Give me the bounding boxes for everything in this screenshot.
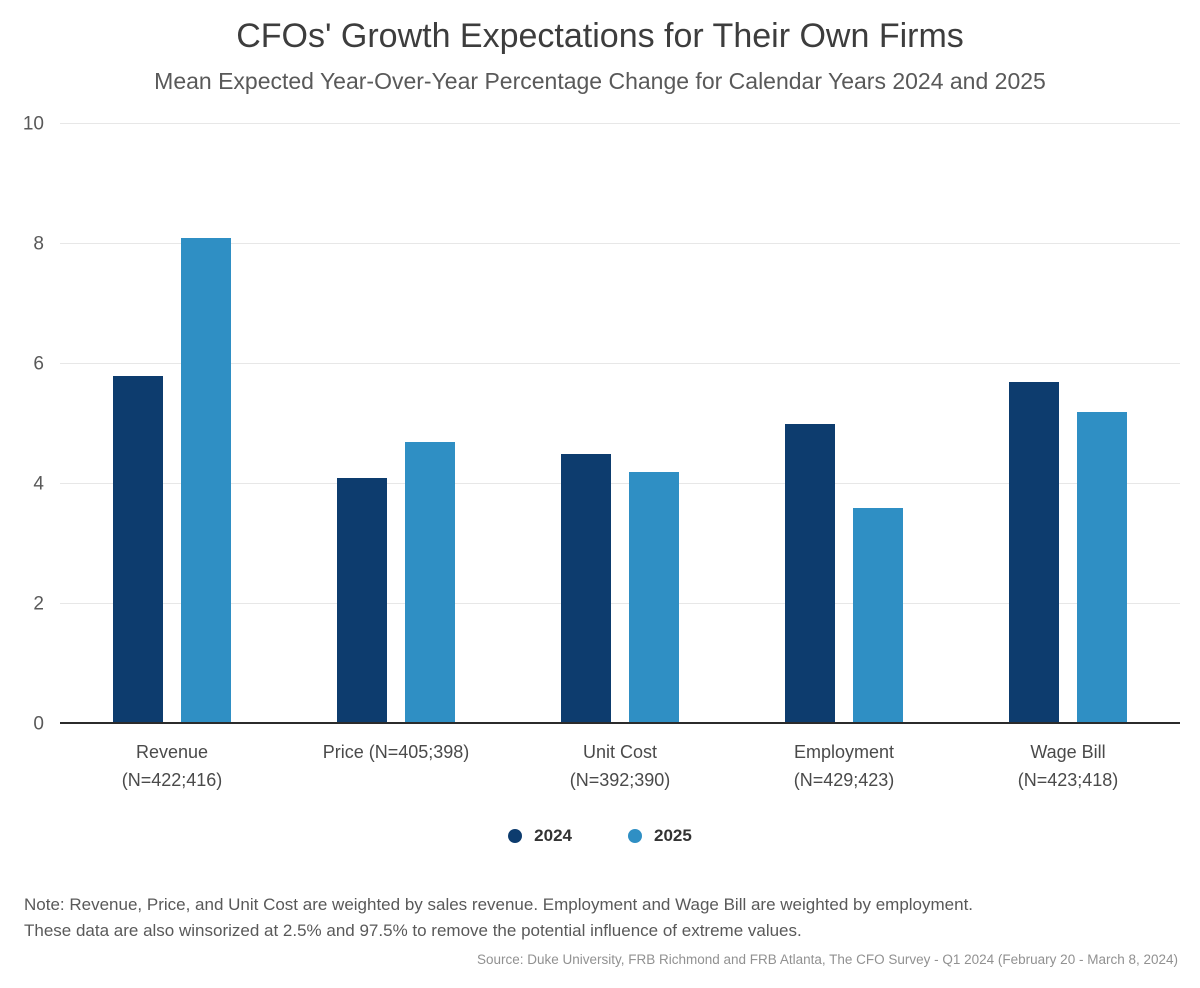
bar-2025-category-3 (853, 508, 903, 724)
note-line-1: Note: Revenue, Price, and Unit Cost are … (24, 895, 974, 914)
x-axis-label-line: Wage Bill (1030, 742, 1106, 762)
gridline-6 (60, 363, 1180, 364)
gridline-10 (60, 123, 1180, 124)
y-tick-label-8: 8 (33, 233, 44, 255)
legend-label-2024: 2024 (534, 826, 572, 845)
x-axis-label-4: Wage Bill (N=423;418) (956, 738, 1180, 794)
bar-group-4 (956, 124, 1180, 724)
x-axis-label-0: Revenue (N=422;416) (60, 738, 284, 794)
x-axis-label-line: (N=422;416) (121, 770, 223, 790)
y-tick-label-4: 4 (33, 473, 44, 495)
bar-2024-category-0 (113, 376, 163, 724)
y-tick-label-0: 0 (33, 713, 44, 735)
bar-group-2 (508, 124, 732, 724)
x-axis-label-2: Unit Cost (N=392;390) (508, 738, 732, 794)
x-axis-labels: Revenue (N=422;416) Price (N=405;398) Unit … (60, 738, 1180, 794)
x-axis-baseline (60, 722, 1180, 724)
x-axis-label-3: Employment (N=429;423) (732, 738, 956, 794)
y-tick-label-10: 10 (22, 113, 44, 135)
bar-group-1 (284, 124, 508, 724)
y-tick-label-2: 2 (33, 593, 44, 615)
x-axis-label-line: (N=429;423) (793, 770, 895, 790)
bar-group-0 (60, 124, 284, 724)
x-axis-label-1: Price (N=405;398) (284, 738, 508, 794)
gridline-4 (60, 483, 1180, 484)
legend-dot-icon (508, 829, 523, 843)
gridline-8 (60, 243, 1180, 244)
bar-2024-category-4 (1009, 382, 1059, 724)
bar-2024-category-2 (561, 454, 611, 724)
chart-title: CFOs' Growth Expectations for Their Own … (236, 17, 964, 55)
chart-subtitle: Mean Expected Year-Over-Year Percentage … (154, 68, 1046, 94)
bar-2025-category-4 (1077, 412, 1127, 724)
note-line-2: These data are also winsorized at 2.5% a… (24, 921, 802, 940)
legend-dot-icon (628, 829, 642, 843)
chart-legend: 2024 2025 (0, 826, 1200, 846)
chart-notes: Note: Revenue, Price, and Unit Cost are … (24, 892, 1176, 944)
legend-item-2025: 2025 (628, 826, 692, 846)
y-tick-label-6: 6 (33, 353, 44, 375)
x-axis-label-line: (N=423;418) (1017, 770, 1119, 790)
bar-2025-category-0 (181, 238, 231, 724)
bar-2024-category-3 (785, 424, 835, 724)
x-axis-label-line: Unit Cost (582, 742, 658, 762)
x-axis-label-line: (N=392;390) (569, 770, 671, 790)
bars-row (60, 124, 1180, 724)
bar-2025-category-1 (405, 442, 455, 724)
legend-label-2025: 2025 (654, 826, 692, 845)
x-axis-label-line: Price (N=405;398) (322, 742, 470, 762)
bar-group-3 (732, 124, 956, 724)
x-axis-label-line: Employment (793, 742, 895, 762)
legend-item-2024: 2024 (508, 826, 572, 846)
bar-chart-plot-area: 0 2 4 6 8 10 (23, 115, 1180, 734)
gridline-2 (60, 603, 1180, 604)
x-axis-label-line: Revenue (135, 742, 209, 762)
chart-source: Source: Duke University, FRB Richmond an… (476, 952, 1178, 967)
bar-2025-category-2 (629, 472, 679, 724)
bar-2024-category-1 (337, 478, 387, 724)
